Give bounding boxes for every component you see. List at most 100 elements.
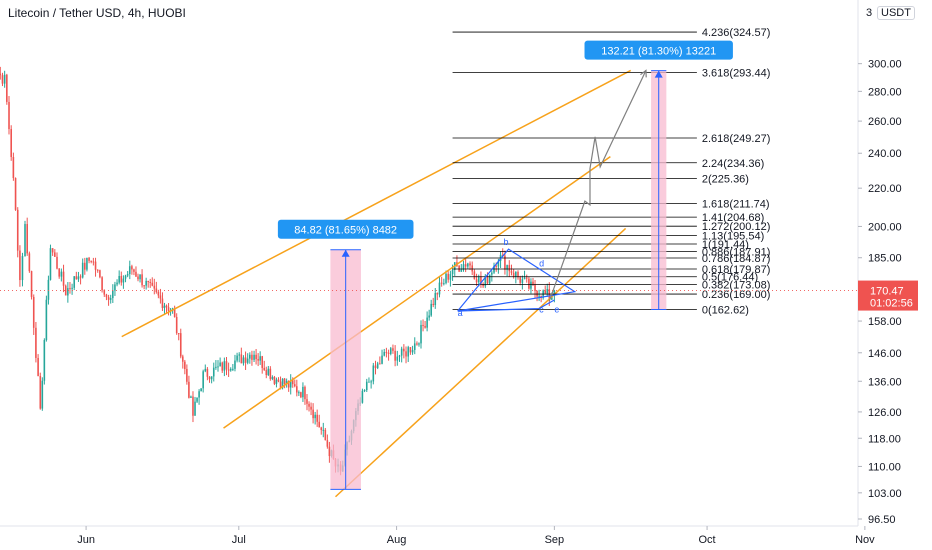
- candle-body: [361, 390, 364, 403]
- candle-body: [449, 274, 452, 280]
- candle-body: [14, 178, 17, 210]
- candle-body: [126, 274, 129, 276]
- candle-body: [368, 381, 370, 383]
- candle-body: [281, 378, 284, 389]
- channel-lower-line: [334, 227, 627, 498]
- candle-body: [151, 282, 154, 286]
- candle-body: [221, 362, 224, 371]
- candle-body: [521, 279, 524, 283]
- candle-body: [215, 366, 217, 368]
- candle-body: [482, 283, 484, 287]
- candle-body: [186, 368, 188, 382]
- triangle-point-label: c: [539, 304, 544, 314]
- candle-body: [460, 269, 463, 272]
- candle-body: [275, 379, 278, 384]
- candle-body: [251, 354, 253, 360]
- candle-body: [81, 262, 84, 278]
- candle-body: [240, 354, 243, 364]
- candle-body: [114, 284, 116, 291]
- candle-body: [64, 285, 67, 296]
- price-tick-label: 260.00: [868, 116, 902, 128]
- projection-arrow-head: [640, 69, 647, 78]
- triangle-point-label: b: [503, 237, 508, 247]
- price-tick-label: 146.00: [868, 348, 902, 360]
- time-tick-label: Oct: [699, 534, 716, 546]
- candle-body: [1, 75, 4, 84]
- candle-body: [257, 359, 259, 361]
- candle-body: [145, 280, 147, 286]
- candle-body: [263, 367, 266, 371]
- candle-body: [528, 278, 530, 289]
- candle-body: [293, 384, 296, 387]
- price-tick-label: 103.00: [868, 488, 902, 500]
- candle-body: [546, 288, 549, 294]
- triangle-point-label: d: [539, 259, 544, 269]
- candle-body: [363, 390, 366, 392]
- candle-body: [41, 380, 44, 409]
- candle-body: [302, 386, 304, 398]
- currency-badge[interactable]: 3 USDT: [866, 6, 915, 20]
- candle-body: [234, 360, 236, 369]
- price-tick-label: 220.00: [868, 183, 902, 195]
- candle-body: [289, 380, 292, 388]
- candle-body: [259, 356, 261, 361]
- candle-body: [139, 274, 141, 280]
- candle-body: [316, 414, 318, 422]
- candle-body: [190, 396, 192, 398]
- candle-body: [544, 290, 547, 294]
- candle-body: [405, 351, 407, 357]
- candle-body: [497, 260, 500, 267]
- candle-body: [210, 376, 213, 380]
- candle-body: [120, 275, 123, 283]
- candle-body: [426, 317, 428, 328]
- title-sep-2: ,: [141, 6, 148, 20]
- candle-body: [396, 356, 399, 361]
- triangle-point-label: e: [554, 304, 559, 314]
- candle-body: [112, 290, 114, 299]
- candle-body: [12, 156, 15, 179]
- candle-body: [310, 406, 312, 410]
- candle-body: [279, 381, 282, 389]
- candle-body: [445, 273, 447, 284]
- candle-body: [383, 351, 386, 356]
- candle-body: [10, 129, 12, 157]
- candle-body: [398, 355, 401, 357]
- candle-body: [387, 352, 390, 354]
- candle-body: [471, 265, 474, 272]
- candle-body: [163, 305, 166, 308]
- measure-arrow-head: [654, 70, 663, 78]
- candle-body: [314, 414, 316, 419]
- candle-body: [159, 295, 162, 299]
- candle-body: [60, 271, 63, 277]
- candle-body: [71, 287, 73, 289]
- candle-body: [43, 340, 46, 381]
- candle-body: [285, 380, 288, 384]
- candle-body: [477, 276, 480, 283]
- fib-level-label: 0.786(184.87): [702, 253, 771, 265]
- candle-body: [389, 348, 392, 354]
- candle-body: [165, 305, 168, 308]
- price-tick-label: 158.00: [868, 316, 902, 328]
- countdown-label: 01:02:56: [870, 298, 913, 310]
- candle-body: [291, 380, 294, 385]
- candle-body: [271, 377, 274, 379]
- candle-body: [141, 274, 143, 286]
- candle-body: [326, 440, 329, 447]
- candle-body: [422, 324, 424, 326]
- candle-body: [206, 368, 209, 377]
- currency-label: USDT: [881, 7, 911, 19]
- candle-body: [418, 343, 420, 345]
- candle-body: [49, 248, 52, 280]
- price-tick-label: 96.50: [868, 514, 896, 526]
- fib-level-label: 1.618(211.74): [702, 199, 770, 211]
- candle-body: [265, 370, 268, 375]
- candle-body: [473, 271, 476, 280]
- candle-body: [35, 327, 37, 358]
- candle-body: [480, 276, 482, 284]
- candle-body: [287, 380, 290, 388]
- candle-body: [122, 278, 125, 283]
- price-tick-label: 136.00: [868, 376, 902, 388]
- candle-body: [510, 271, 513, 273]
- channel-middle-line: [223, 155, 611, 429]
